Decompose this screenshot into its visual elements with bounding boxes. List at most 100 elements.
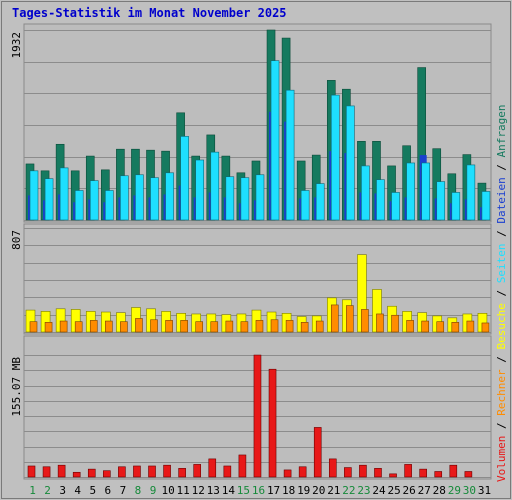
x-tick-label: 14	[222, 484, 236, 497]
bar-volumen	[268, 368, 277, 478]
bar-volumen	[253, 354, 262, 478]
bar-rechner	[150, 319, 158, 333]
x-tick-label: 11	[177, 484, 190, 497]
bar-volumen	[208, 458, 217, 478]
y-max-label-visits: 807	[10, 230, 23, 250]
bar-seiten	[300, 190, 310, 221]
bar-volumen	[27, 465, 36, 478]
bar-seiten	[210, 151, 220, 221]
bar-seiten	[195, 159, 205, 221]
x-tick-label: 18	[282, 484, 295, 497]
x-tick-label: 31	[478, 484, 491, 497]
bar-seiten	[105, 190, 114, 221]
legend-entry: /	[495, 350, 508, 370]
bar-volumen	[344, 467, 352, 478]
x-tick-label: 25	[387, 484, 400, 497]
bar-rechner	[451, 322, 460, 333]
bar-volumen	[193, 464, 202, 478]
bar-volumen	[359, 464, 367, 478]
x-tick-label: 28	[433, 484, 446, 497]
legend-entry: Rechner	[495, 369, 508, 416]
bar-rechner	[165, 320, 173, 333]
bar-volumen	[57, 464, 66, 478]
bar-rechner	[300, 322, 309, 333]
bar-rechner	[361, 309, 369, 333]
bar-rechner	[481, 322, 490, 333]
bar-volumen	[223, 465, 232, 478]
bar-volumen	[42, 466, 51, 478]
chart-title: Tages-Statistik im Monat November 2025	[12, 6, 287, 20]
bar-seiten	[346, 105, 355, 221]
bar-volumen	[72, 471, 81, 478]
bar-rechner	[135, 318, 143, 333]
x-tick-label: 2	[44, 484, 51, 497]
bar-volumen	[163, 464, 171, 478]
bar-seiten	[391, 192, 400, 221]
bar-seiten	[436, 181, 446, 221]
bar-rechner	[330, 304, 339, 333]
bar-rechner	[436, 321, 445, 333]
x-tick-label: 20	[312, 484, 325, 497]
x-tick-label: 26	[403, 484, 416, 497]
bar-volumen	[133, 465, 141, 478]
bar-volumen	[283, 469, 292, 478]
legend-entry: /	[495, 157, 508, 177]
bar-rechner	[466, 320, 475, 333]
x-tick-label: 17	[267, 484, 280, 497]
bar-volumen	[238, 454, 247, 478]
x-tick-label: 1	[29, 484, 36, 497]
bar-rechner	[255, 320, 264, 333]
bar-rechner	[315, 320, 324, 333]
bar-rechner	[120, 321, 128, 333]
bar-rechner	[105, 320, 113, 333]
bar-volumen	[103, 470, 111, 478]
x-tick-label: 30	[463, 484, 476, 497]
x-tick-label: 7	[120, 484, 127, 497]
bar-seiten	[270, 60, 280, 221]
bar-volumen	[374, 468, 382, 478]
bar-rechner	[89, 320, 98, 333]
bar-rechner	[195, 321, 204, 333]
bar-seiten	[44, 178, 54, 221]
bar-seiten	[361, 165, 370, 221]
bar-seiten	[59, 167, 69, 221]
bar-seiten	[481, 191, 491, 221]
bar-rechner	[225, 320, 234, 333]
bar-volumen	[313, 427, 322, 478]
bar-rechner	[285, 320, 294, 333]
bar-volumen	[148, 465, 156, 478]
x-tick-label: 29	[448, 484, 461, 497]
bar-rechner	[421, 320, 429, 333]
bar-rechner	[210, 321, 219, 333]
x-tick-label: 12	[192, 484, 205, 497]
bar-seiten	[285, 89, 295, 221]
legend: Volumen / Rechner / Besuche / Seiten / D…	[495, 104, 508, 482]
legend-entry: Anfragen	[495, 104, 508, 157]
bar-seiten	[150, 177, 159, 221]
legend-entry: Dateien	[495, 177, 508, 223]
x-tick-label: 13	[207, 484, 220, 497]
bar-volumen	[404, 464, 412, 478]
bar-rechner	[376, 313, 384, 333]
x-tick-label: 3	[59, 484, 66, 497]
bar-volumen	[118, 466, 126, 478]
x-tick-label: 15	[237, 484, 250, 497]
y-max-label-volume: 155.07 MB	[10, 357, 23, 417]
bar-seiten	[74, 190, 84, 221]
bar-seiten	[120, 175, 129, 221]
bar-seiten	[406, 162, 415, 221]
x-tick-label: 4	[74, 484, 81, 497]
legend-entry: Besuche	[495, 303, 508, 349]
bar-seiten	[376, 179, 385, 221]
bar-seiten	[135, 174, 144, 221]
legend-entry: Volumen	[495, 436, 508, 482]
bar-rechner	[240, 321, 249, 333]
bar-volumen	[464, 471, 473, 478]
x-tick-label: 8	[135, 484, 142, 497]
bar-volumen	[449, 464, 458, 478]
bar-rechner	[74, 321, 83, 333]
bar-rechner	[29, 321, 38, 333]
x-tick-label: 9	[150, 484, 157, 497]
